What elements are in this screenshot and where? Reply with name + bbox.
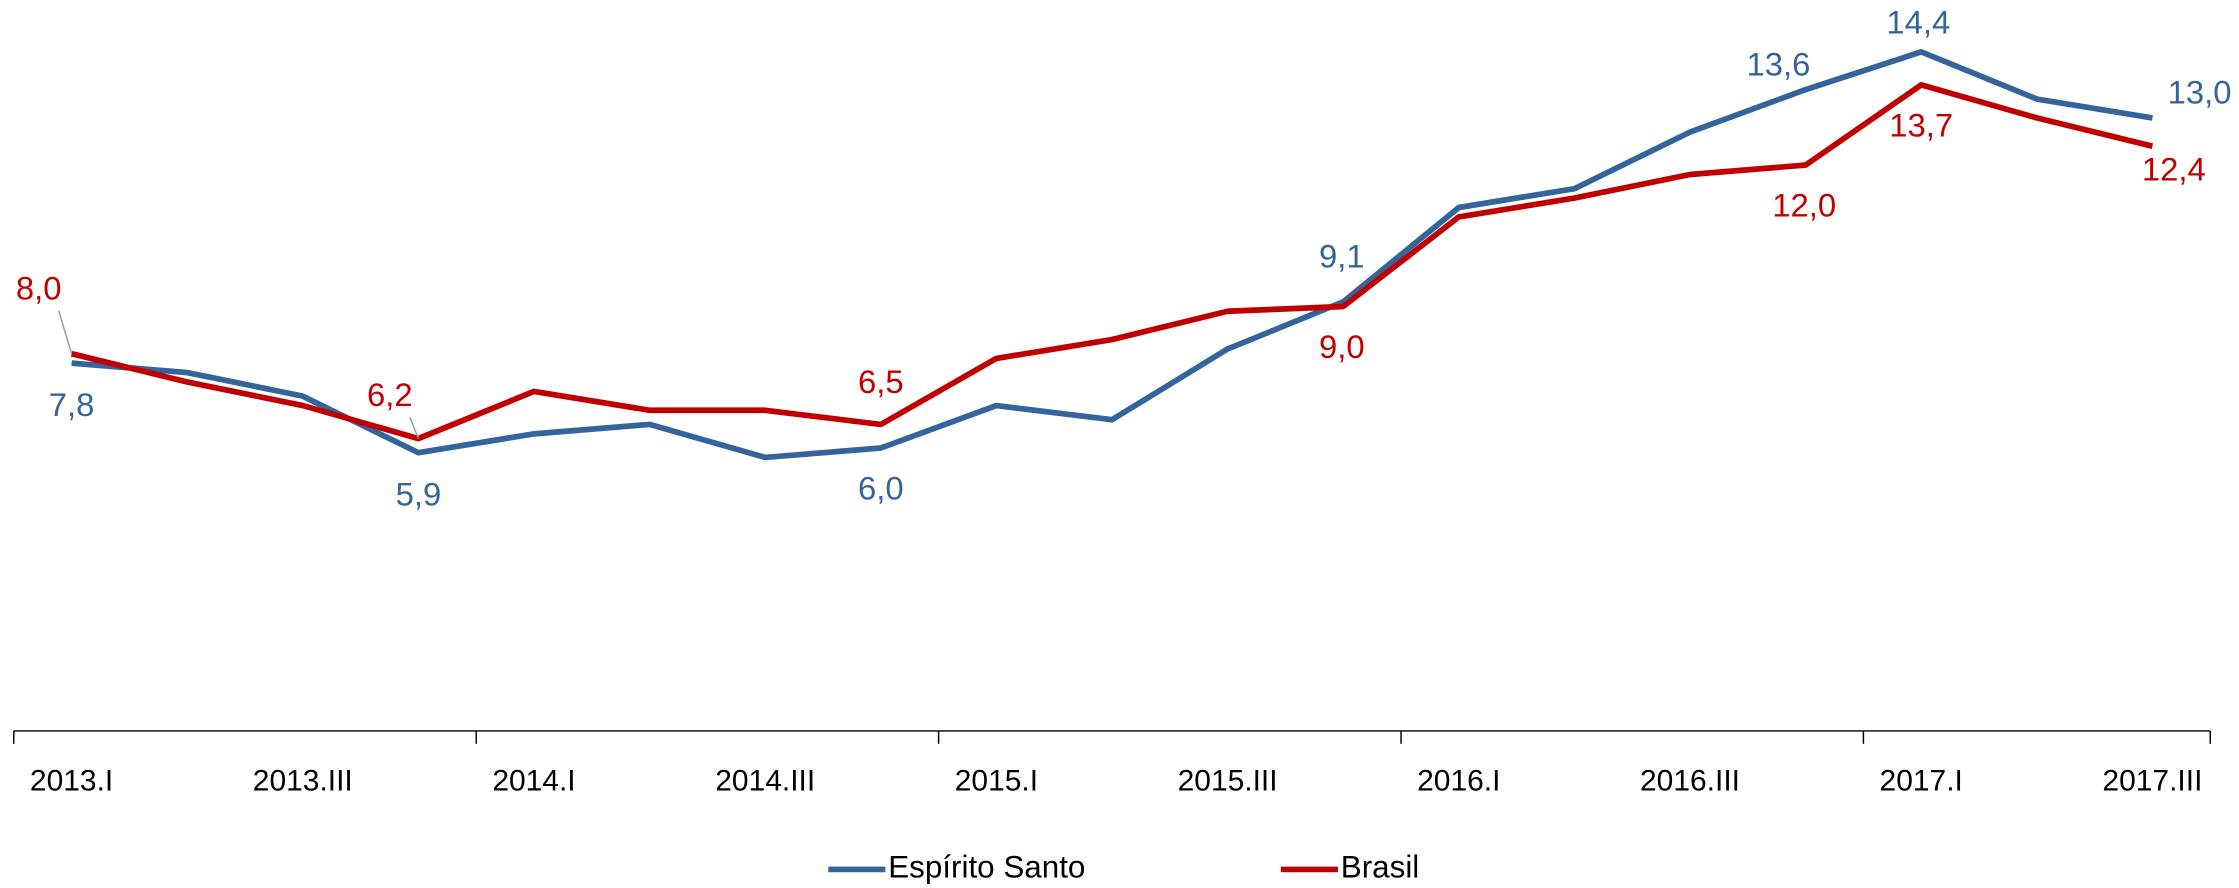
leader-line: [409, 416, 420, 439]
data-label: 8,0: [16, 270, 62, 307]
x-tick-label: 2016.III: [1640, 764, 1740, 797]
x-tick-label: 2013.III: [253, 764, 353, 797]
data-label: 5,9: [396, 476, 442, 513]
data-label: 9,1: [1319, 238, 1365, 275]
legend-label: Espírito Santo: [888, 850, 1085, 885]
x-tick-label: 2014.III: [715, 764, 815, 797]
data-label: 6,5: [858, 363, 904, 400]
series-line: [71, 49, 2153, 461]
x-tick-label: 2017.III: [2102, 764, 2202, 797]
data-label: 7,8: [49, 386, 95, 423]
data-label: 13,0: [2168, 74, 2232, 111]
data-label: 12,0: [1772, 187, 1836, 224]
x-tick-label: 2016.I: [1417, 764, 1500, 797]
data-label: 13,7: [1889, 106, 1953, 143]
leader-line: [58, 310, 73, 354]
legend-label: Brasil: [1341, 850, 1420, 885]
data-label: 6,2: [367, 376, 413, 413]
x-tick-label: 2013.I: [30, 764, 113, 797]
data-label: 13,6: [1747, 45, 1811, 82]
x-tick-label: 2015.I: [955, 764, 1038, 797]
data-label: 14,4: [1886, 3, 1950, 40]
x-tick-label: 2015.III: [1178, 764, 1278, 797]
data-label: 6,0: [858, 470, 904, 507]
data-label: 9,0: [1319, 328, 1365, 365]
series-line: [70, 82, 2154, 442]
x-tick-label: 2017.I: [1880, 764, 1963, 797]
x-tick-label: 2014.I: [492, 764, 575, 797]
data-label: 12,4: [2142, 151, 2206, 188]
